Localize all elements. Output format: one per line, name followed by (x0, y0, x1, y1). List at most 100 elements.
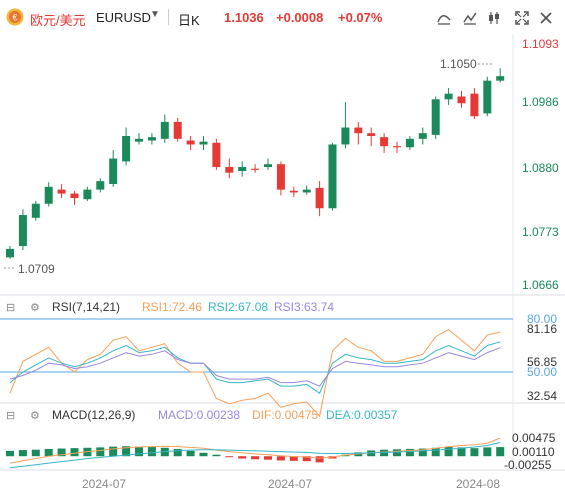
collapse-icon[interactable]: ⊟ (6, 302, 15, 314)
macd-histogram (6, 446, 505, 463)
settings-icon[interactable]: ⚙ (30, 302, 40, 314)
rsi3-label: RSI3:63.74 (274, 300, 334, 314)
macd-bar (380, 449, 389, 457)
candle-body (122, 135, 131, 162)
dea-line (9, 442, 501, 469)
price-tick-label: 1.0880 (522, 161, 559, 175)
macd-bar (199, 452, 208, 457)
rsi-tick-label: 81.16 (527, 322, 557, 336)
price-tick-label: 1.1093 (522, 37, 559, 51)
macd-bar (18, 450, 27, 457)
rsi-tick-label: 80.00 (527, 312, 557, 326)
chart-header: € 欧元/美元 EURUSD ▼ 日K 1.1036 +0.0008 +0.07… (0, 0, 565, 34)
macd-bar (96, 447, 105, 457)
macd-bar (315, 456, 324, 463)
macd-bar (31, 449, 40, 457)
candle-body (418, 133, 427, 139)
eu-flag-icon: € (6, 8, 24, 26)
symbol-dropdown-icon[interactable]: ▼ (150, 9, 160, 20)
macd-value-label: MACD:0.00238 (158, 408, 240, 422)
macd-bar (444, 447, 453, 457)
rsi3-line (9, 347, 501, 387)
candles-layer (6, 68, 505, 260)
rsi2-label: RSI2:67.08 (208, 300, 268, 314)
candle-body (264, 164, 272, 168)
candle-body (315, 187, 324, 209)
macd-bar (186, 450, 195, 457)
rsi1-line (9, 328, 501, 418)
macd-bar (173, 448, 182, 457)
macd-bar (496, 447, 505, 457)
symbol-code[interactable]: EURUSD (96, 10, 151, 25)
macd-bar (251, 456, 260, 460)
candle-body (393, 146, 401, 148)
macd-bar (367, 450, 376, 457)
pair-name[interactable]: 欧元/美元 (30, 13, 86, 28)
macd-bar (302, 456, 311, 462)
macd-bar (264, 456, 272, 460)
candle-body (135, 138, 143, 142)
last-price: 1.1036 (224, 10, 264, 25)
indicator-icon[interactable] (462, 10, 478, 26)
time-tick-label: 2024-08 (456, 477, 500, 491)
candle-body (6, 248, 14, 258)
period-selector[interactable]: 日K (178, 13, 200, 28)
macd-bar (225, 456, 234, 458)
macd-bar (393, 449, 401, 457)
candle-body (431, 99, 440, 135)
settings-icon[interactable]: ⚙ (30, 410, 40, 422)
macd-tick-label: 0.00475 (512, 431, 556, 445)
price-change: +0.0008 (276, 10, 324, 25)
high-price-mark: 1.1050 (440, 57, 477, 71)
macd-bar (289, 456, 298, 461)
time-tick-label: 2024-07 (82, 477, 126, 491)
macd-tick-label: -0.00255 (504, 458, 552, 472)
rsi2-line (9, 341, 501, 394)
candle-style-icon[interactable] (486, 10, 502, 26)
macd-title[interactable]: MACD(12,26,9) (52, 408, 135, 422)
candle-body (341, 127, 350, 145)
candle-body (457, 96, 466, 104)
candle-body (496, 76, 505, 81)
candle-body (147, 137, 156, 141)
rsi-title[interactable]: RSI(7,14,21) (52, 300, 120, 314)
candle-body (470, 93, 479, 117)
macd-bar (122, 446, 131, 457)
candle-body (302, 189, 311, 193)
divider (168, 9, 169, 25)
rsi-tick-label: 32.54 (527, 389, 557, 403)
expand-icon[interactable] (514, 10, 530, 26)
candle-body (186, 140, 195, 145)
curve-tool-icon[interactable] (436, 10, 452, 26)
rsi1-label: RSI1:72.46 (142, 300, 202, 314)
dif-line (9, 437, 501, 464)
time-tick-label: 2024-07 (268, 477, 312, 491)
svg-text:€: € (12, 13, 17, 23)
candle-body (328, 144, 337, 209)
candle-body (289, 190, 298, 193)
macd-bar (405, 448, 414, 457)
macd-bar (431, 447, 440, 457)
close-icon[interactable] (538, 10, 554, 26)
candle-body (18, 215, 27, 247)
macd-bar (44, 448, 53, 457)
collapse-icon[interactable]: ⊟ (6, 410, 15, 422)
candle-body (109, 158, 118, 184)
candle-body (70, 193, 79, 199)
candle-body (444, 93, 453, 100)
candle-body (83, 189, 92, 200)
rsi-tick-label: 56.85 (527, 355, 557, 369)
candle-body (405, 138, 414, 148)
macd-bar (457, 447, 466, 457)
candle-body (380, 137, 389, 147)
candle-body (276, 164, 285, 190)
price-tick-label: 1.0666 (522, 278, 559, 292)
rsi-tick-label: 50.00 (527, 365, 557, 379)
candle-body (354, 127, 363, 134)
candle-body (225, 167, 234, 173)
candle-body (31, 203, 40, 218)
macd-bar (57, 448, 66, 457)
macd-bar (212, 454, 221, 457)
macd-bar (238, 456, 247, 459)
